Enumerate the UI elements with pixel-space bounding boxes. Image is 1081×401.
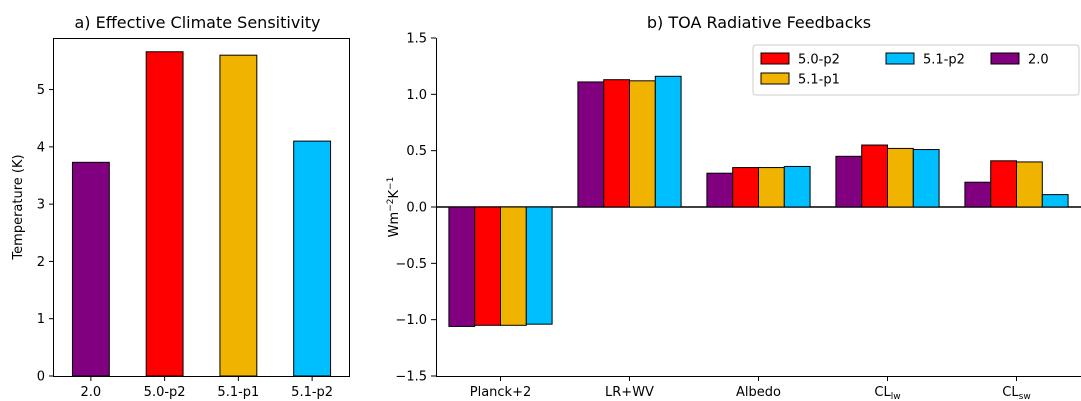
bar-CLlw-5.0-p2: [861, 144, 889, 208]
x-tick-label-subscript: lw: [891, 392, 901, 401]
x-tick-label: 2.0: [81, 385, 102, 400]
legend-swatch-5.1-p1: [760, 72, 790, 85]
y-tick-label: 3: [37, 198, 45, 213]
x-tick-label: 5.1-p2: [291, 385, 333, 400]
panel-b-x-axis-ticks: Planck+2 LR+WV Albedo CLlw CLsw: [470, 376, 1031, 401]
panel-a-title: a) Effective Climate Sensitivity: [75, 13, 321, 32]
bar-CLsw-5.0-p2: [990, 160, 1018, 208]
x-tick-label: CLlw: [874, 385, 900, 401]
legend-label: 5.1-p2: [923, 53, 965, 68]
x-tick-label: Planck+2: [470, 385, 532, 400]
legend-label: 5.1-p1: [798, 73, 840, 88]
y-tick-label: 4: [37, 140, 45, 155]
x-tick-label-main: Planck+2: [470, 385, 532, 400]
bar-LR+WV-5.1-p1: [629, 80, 656, 208]
bar-Planck+2-5.0-p2: [474, 206, 502, 326]
bar-5.1-p1: [219, 54, 258, 377]
y-tick-label: 1: [37, 312, 45, 327]
x-tick-label-main: LR+WV: [605, 385, 654, 400]
panel-a-ylabel: Temperature (K): [11, 154, 26, 260]
panel-b-toa-feedbacks: b) TOA Radiative Feedbacks Wm−2K−1 −1.5−…: [386, 13, 1081, 401]
y-tick-label: 5: [37, 83, 45, 98]
bar-Planck+2-5.1-p1: [500, 206, 527, 326]
bar-2.0: [71, 161, 110, 377]
bar-CLsw-5.1-p2: [1041, 194, 1069, 208]
y-tick-label: 2: [37, 255, 45, 270]
bar-LR+WV-5.1-p2: [654, 75, 682, 208]
y-tick-label: −1.5: [395, 370, 427, 385]
bar-LR+WV-2.0: [577, 81, 605, 208]
y-tick-label: −1.0: [395, 313, 427, 328]
panel-b-ylabel: Wm−2K−1: [386, 177, 402, 238]
legend-swatch-5.1-p2: [885, 52, 915, 65]
x-tick-label: LR+WV: [605, 385, 654, 400]
panel-a-climate-sensitivity: a) Effective Climate Sensitivity Tempera…: [11, 13, 350, 400]
bar-CLlw-5.1-p1: [887, 147, 914, 208]
legend-label: 2.0: [1028, 53, 1049, 68]
panel-b-legend: 5.0-p2 5.1-p2 2.0 5.1-p1: [752, 44, 1080, 96]
panel-a-frame: [53, 38, 350, 377]
legend-swatch-5.0-p2: [760, 52, 790, 65]
panel-a-x-axis-ticks: 2.0 5.0-p2 5.1-p1 5.1-p2: [81, 376, 333, 400]
bar-Albedo-5.0-p2: [732, 167, 760, 208]
y-tick-label: 1.5: [406, 32, 427, 47]
bar-5.0-p2: [145, 51, 184, 377]
x-tick-label-subscript: sw: [1019, 392, 1031, 401]
panel-a-bars: [71, 51, 332, 377]
bar-Planck+2-2.0: [448, 206, 476, 327]
y-tick-label: −0.5: [395, 257, 427, 272]
y-tick-label: 1.0: [406, 88, 427, 103]
bar-5.1-p2: [293, 140, 332, 377]
bar-CLlw-5.1-p2: [912, 149, 940, 208]
bar-Albedo-5.1-p2: [783, 165, 811, 208]
panel-b-bars: [448, 75, 1069, 327]
x-tick-label: 5.0-p2: [144, 385, 186, 400]
y-tick-label: 0.0: [406, 201, 427, 216]
legend-swatch-2.0: [990, 52, 1020, 65]
x-tick-label: Albedo: [736, 385, 781, 400]
x-tick-label: CLsw: [1002, 385, 1030, 401]
bar-Albedo-2.0: [706, 172, 734, 208]
y-tick-label: 0.5: [406, 144, 427, 159]
bar-LR+WV-5.0-p2: [603, 79, 631, 208]
bar-Albedo-5.1-p1: [758, 167, 785, 208]
bar-CLlw-2.0: [835, 155, 863, 208]
legend-label: 5.0-p2: [798, 53, 840, 68]
bar-CLsw-2.0: [964, 181, 992, 208]
bar-CLsw-5.1-p1: [1016, 161, 1043, 208]
bar-Planck+2-5.1-p2: [525, 206, 553, 325]
x-tick-label: 5.1-p1: [217, 385, 259, 400]
x-tick-label-main: CL: [874, 385, 891, 400]
panel-b-title: b) TOA Radiative Feedbacks: [647, 13, 871, 32]
panel-a-y-axis-ticks: 0 1 2 3 4 5: [37, 83, 54, 385]
y-tick-label: 0: [37, 370, 45, 385]
x-tick-label-main: CL: [1002, 385, 1019, 400]
panel-b-y-axis-ticks: −1.5 −1.0 −0.5 0.0 0.5 1.0 1.5: [395, 32, 436, 385]
x-tick-label-main: Albedo: [736, 385, 781, 400]
